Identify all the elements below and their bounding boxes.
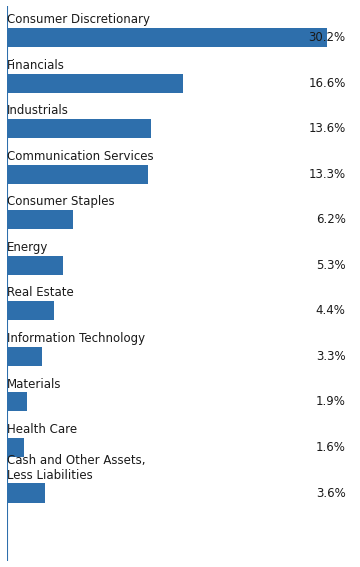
Text: 13.6%: 13.6% [309, 122, 346, 135]
Text: 5.3%: 5.3% [316, 259, 346, 272]
Text: 30.2%: 30.2% [309, 31, 346, 44]
Text: Materials: Materials [7, 378, 62, 391]
Bar [7, 74, 183, 92]
Text: Real Estate: Real Estate [7, 286, 74, 299]
Bar [7, 28, 327, 47]
Text: 13.3%: 13.3% [309, 168, 346, 181]
Bar [7, 119, 151, 138]
Bar [7, 347, 42, 366]
Bar [7, 164, 148, 184]
Text: 16.6%: 16.6% [308, 77, 346, 90]
Text: Information Technology: Information Technology [7, 332, 145, 345]
Text: 4.4%: 4.4% [316, 304, 346, 318]
Text: 3.3%: 3.3% [316, 350, 346, 363]
Text: Financials: Financials [7, 59, 65, 71]
Bar [7, 301, 54, 320]
Text: Cash and Other Assets,
Less Liabilities: Cash and Other Assets, Less Liabilities [7, 454, 146, 481]
Text: Consumer Staples: Consumer Staples [7, 196, 115, 208]
Text: 1.9%: 1.9% [316, 395, 346, 408]
Text: Communication Services: Communication Services [7, 150, 154, 163]
Bar [7, 210, 73, 229]
Text: 6.2%: 6.2% [316, 213, 346, 226]
Bar [7, 438, 24, 457]
Text: 1.6%: 1.6% [316, 441, 346, 454]
Text: Industrials: Industrials [7, 104, 69, 117]
Bar [7, 392, 27, 412]
Text: Consumer Discretionary: Consumer Discretionary [7, 13, 150, 26]
Bar [7, 484, 45, 502]
Text: Energy: Energy [7, 241, 49, 254]
Text: Health Care: Health Care [7, 423, 77, 436]
Bar [7, 256, 63, 275]
Text: 3.6%: 3.6% [316, 486, 346, 500]
